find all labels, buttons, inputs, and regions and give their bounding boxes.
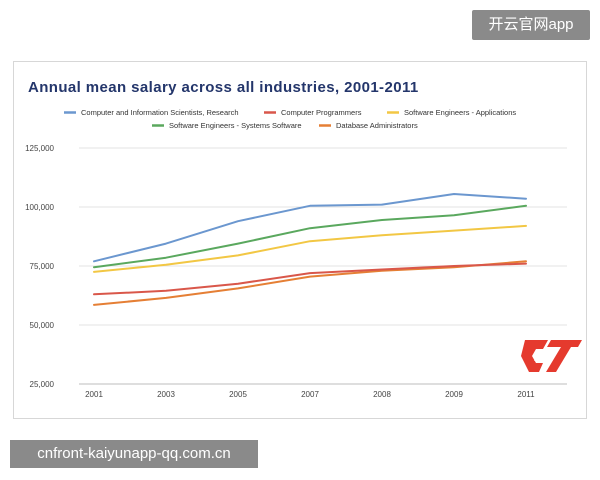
- x-tick-label: 2003: [157, 390, 175, 399]
- x-tick-label: 2005: [229, 390, 247, 399]
- series-line: [93, 224, 527, 273]
- y-tick-label: 125,000: [25, 144, 54, 153]
- series-line: [93, 262, 527, 296]
- legend-label: Database Administrators: [336, 121, 418, 130]
- line-chart: 25,000 50,000 75,000 100,000 125,000 2001 2003…: [25, 108, 567, 399]
- y-tick-label: 50,000: [30, 321, 55, 330]
- y-tick-label: 25,000: [30, 380, 55, 389]
- chart-title: Annual mean salary across all industries…: [28, 79, 419, 96]
- legend-label: Computer Programmers: [281, 108, 362, 117]
- series-line: [93, 193, 527, 263]
- chart-card: Annual mean salary across all industries…: [13, 61, 587, 419]
- legend-label: Computer and Information Scientists, Res…: [81, 108, 239, 117]
- watermark-bottom: cnfront-kaiyunapp-qq.com.cn: [10, 440, 258, 468]
- x-tick-label: 2008: [373, 390, 391, 399]
- legend-label: Software Engineers - Applications: [404, 108, 516, 117]
- x-tick-label: 2011: [517, 390, 535, 399]
- x-tick-label: 2009: [445, 390, 463, 399]
- y-tick-label: 100,000: [25, 203, 54, 212]
- series-line: [93, 260, 527, 306]
- watermark-top: 开云官网app: [472, 10, 590, 40]
- x-tick-label: 2001: [85, 390, 103, 399]
- y-tick-label: 75,000: [30, 262, 55, 271]
- series-line: [93, 204, 527, 269]
- x-tick-label: 2007: [301, 390, 319, 399]
- legend-label: Software Engineers - Systems Software: [169, 121, 302, 130]
- brand-logo-icon: [521, 340, 582, 372]
